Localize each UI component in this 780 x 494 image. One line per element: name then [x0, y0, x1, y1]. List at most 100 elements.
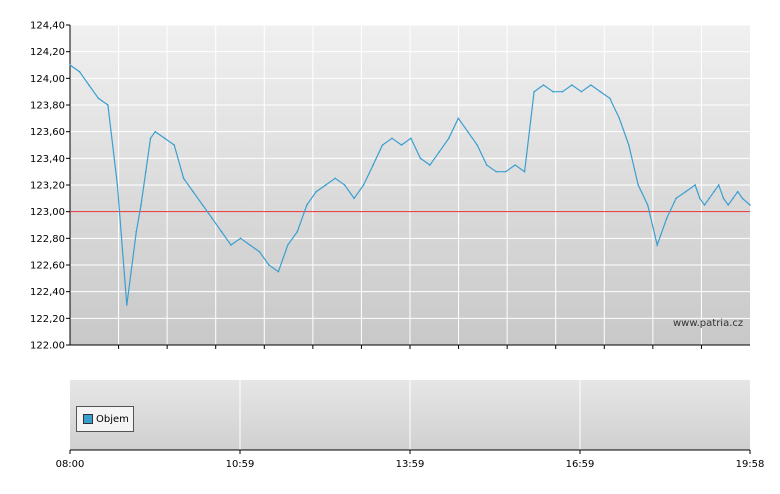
data-point	[419, 157, 422, 160]
data-point	[163, 137, 166, 140]
y-tick-label: 123,00	[30, 207, 65, 218]
data-point	[646, 204, 649, 206]
x-tick-label: 16:59	[566, 459, 595, 470]
watermark: www.patria.cz	[673, 318, 744, 329]
data-point	[296, 230, 299, 233]
data-point	[391, 137, 393, 140]
data-point	[182, 177, 185, 180]
y-tick-label: 124,40	[30, 21, 65, 32]
data-point	[694, 184, 696, 186]
data-point	[727, 204, 730, 206]
y-tick-label: 122.00	[30, 341, 65, 352]
data-point	[173, 144, 175, 146]
data-point	[741, 197, 744, 200]
data-point	[149, 137, 152, 140]
data-point	[438, 150, 441, 153]
data-point	[268, 264, 270, 266]
data-point	[230, 244, 232, 246]
data-point	[140, 204, 142, 206]
data-point	[627, 144, 630, 146]
data-point	[315, 190, 318, 193]
data-point	[334, 177, 336, 180]
data-point	[580, 90, 583, 93]
data-point	[400, 144, 403, 146]
y-tick-label: 122,60	[30, 261, 65, 272]
data-point	[448, 137, 450, 140]
data-point	[362, 184, 365, 186]
data-point	[192, 190, 194, 193]
data-point	[69, 64, 71, 66]
data-point	[523, 170, 526, 173]
data-point	[732, 197, 734, 200]
data-point	[485, 164, 488, 166]
data-point	[287, 244, 289, 246]
data-point	[97, 97, 100, 100]
data-point	[211, 217, 213, 220]
data-point	[305, 204, 308, 206]
x-tick-label: 13:59	[396, 459, 425, 470]
data-point	[220, 230, 223, 233]
data-point	[116, 184, 119, 186]
data-point	[324, 184, 327, 186]
data-point	[717, 184, 720, 186]
y-tick-label: 122,40	[30, 287, 65, 298]
data-point	[135, 230, 138, 233]
data-point	[514, 164, 516, 166]
data-point	[107, 104, 109, 106]
data-point	[713, 190, 715, 193]
data-point	[144, 170, 147, 173]
volume-legend: Objem	[76, 406, 134, 432]
data-point	[504, 170, 507, 173]
y-tick-label: 123,40	[30, 154, 65, 165]
x-tick-label: 08:00	[56, 459, 85, 470]
price-line	[69, 64, 751, 306]
y-tick-label: 123,60	[30, 127, 65, 138]
data-point	[277, 270, 280, 273]
y-tick-label: 123,80	[30, 101, 65, 112]
data-point	[410, 137, 412, 140]
data-point	[542, 84, 545, 86]
data-point	[708, 197, 711, 200]
volume-legend-swatch	[83, 414, 93, 424]
data-point	[665, 217, 668, 220]
x-tick-label: 10:59	[226, 459, 255, 470]
data-point	[561, 90, 564, 93]
data-point	[466, 130, 469, 133]
data-point	[239, 237, 242, 240]
data-point	[495, 170, 497, 173]
data-point	[699, 197, 701, 200]
volume-legend-label: Objem	[96, 413, 129, 425]
data-point	[154, 130, 157, 133]
data-point	[476, 144, 479, 146]
data-point	[637, 184, 640, 186]
data-point	[343, 184, 346, 186]
y-tick-label: 124,00	[30, 74, 65, 85]
data-point	[457, 117, 460, 120]
data-point	[353, 197, 355, 200]
data-point	[736, 190, 739, 193]
y-tick-label: 124,20	[30, 47, 65, 58]
data-point	[609, 97, 611, 100]
data-point	[590, 84, 592, 86]
data-point	[684, 190, 687, 193]
data-point	[722, 197, 725, 200]
data-point	[571, 84, 573, 86]
y-tick-label: 123,20	[30, 181, 65, 192]
y-tick-label: 122,20	[30, 314, 65, 325]
data-point	[258, 250, 261, 253]
data-point	[381, 144, 384, 146]
data-point	[78, 70, 81, 73]
data-point	[429, 164, 431, 166]
data-point	[201, 204, 204, 206]
y-tick-label: 122,80	[30, 234, 65, 245]
data-point	[656, 244, 658, 246]
data-point	[618, 117, 621, 120]
data-point	[552, 90, 554, 93]
x-tick-label: 19:58	[736, 459, 765, 470]
data-point	[249, 244, 251, 246]
data-point	[675, 197, 677, 200]
data-point	[749, 204, 751, 206]
data-point	[372, 164, 374, 166]
